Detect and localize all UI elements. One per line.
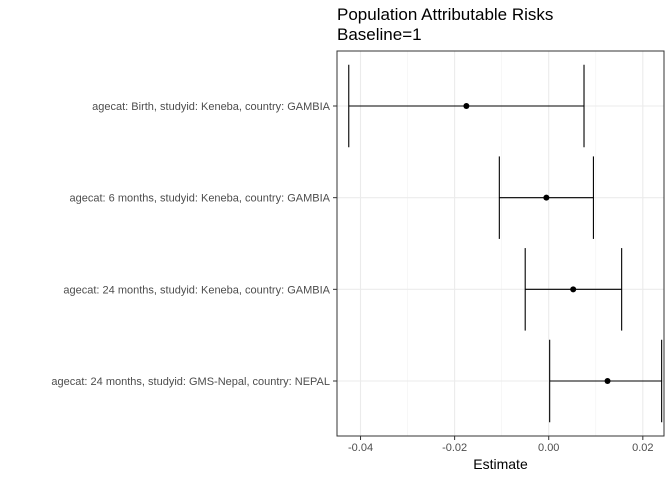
y-tick-label: agecat: 24 months, studyid: GMS-Nepal, c…	[51, 376, 330, 388]
estimate-point	[463, 103, 470, 109]
plot-border	[336, 50, 665, 437]
x-tick-label: 0.00	[538, 442, 559, 454]
chart-title-line-1: Population Attributable Risks	[337, 5, 553, 24]
y-tick-label: agecat: Birth, studyid: Keneba, country:…	[92, 101, 331, 113]
estimate-point	[604, 378, 611, 384]
x-axis: -0.04 -0.02 0.00 0.02	[348, 436, 654, 454]
x-tick-label: 0.02	[632, 442, 653, 454]
x-tick-label: -0.02	[442, 442, 467, 454]
estimate-point	[570, 286, 577, 293]
chart-title-line-2: Baseline=1	[337, 25, 422, 44]
y-tick-label: agecat: 6 months, studyid: Keneba, count…	[70, 193, 331, 205]
y-tick-label: agecat: 24 months, studyid: Keneba, coun…	[63, 284, 330, 296]
estimate-point	[543, 194, 550, 201]
y-axis: agecat: Birth, studyid: Keneba, country:…	[51, 101, 337, 388]
error-bars	[348, 64, 663, 423]
x-axis-title: Estimate	[473, 456, 528, 472]
plot-panel	[337, 51, 664, 436]
x-tick-label: -0.04	[348, 442, 373, 454]
